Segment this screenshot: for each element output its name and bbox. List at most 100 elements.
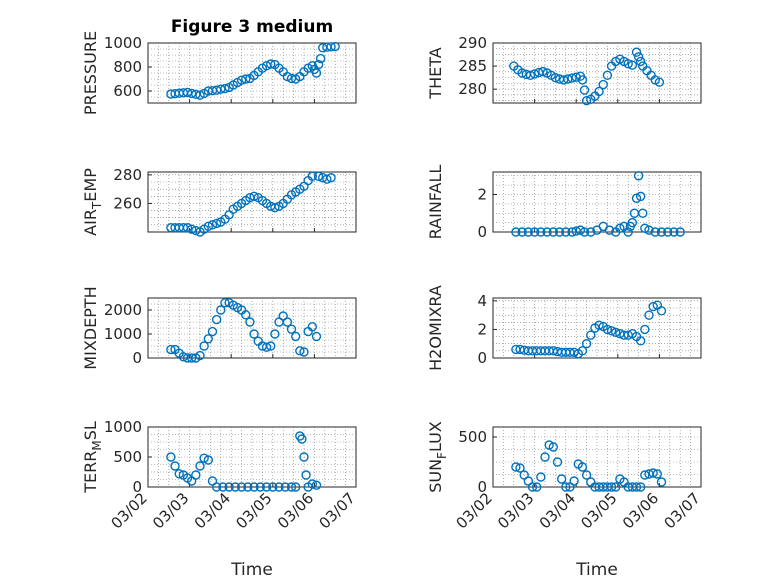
y-tick-label: 2000 bbox=[104, 301, 142, 319]
data-point bbox=[186, 353, 197, 363]
series-points bbox=[166, 171, 336, 237]
data-point bbox=[517, 227, 527, 237]
y-axis-label: PRESSURE bbox=[81, 31, 100, 115]
data-point bbox=[266, 59, 276, 69]
data-point bbox=[581, 339, 592, 349]
data-point bbox=[511, 462, 521, 472]
data-point bbox=[523, 227, 534, 237]
data-point bbox=[236, 482, 247, 492]
grid bbox=[493, 43, 701, 103]
data-point bbox=[266, 341, 276, 351]
data-point bbox=[611, 327, 621, 337]
data-point bbox=[635, 56, 646, 67]
data-point bbox=[282, 71, 293, 82]
data-point bbox=[166, 452, 176, 462]
data-point bbox=[525, 70, 536, 81]
data-point bbox=[627, 217, 638, 228]
data-point bbox=[313, 171, 324, 181]
x-tick-label: 03/03 bbox=[149, 489, 192, 532]
data-point bbox=[644, 225, 654, 235]
grid bbox=[148, 43, 356, 103]
x-tick-label: 03/06 bbox=[619, 489, 662, 532]
figure-title: Figure 3 medium bbox=[171, 17, 333, 37]
data-point bbox=[623, 227, 633, 237]
data-point bbox=[230, 482, 241, 492]
data-point bbox=[581, 470, 592, 480]
data-point bbox=[581, 95, 592, 106]
subplot-4: 0 2 RAINFALL bbox=[426, 165, 702, 241]
data-point bbox=[656, 477, 667, 487]
data-point bbox=[635, 336, 646, 346]
x-tick-label: 03/07 bbox=[661, 489, 704, 532]
y-axis-label: SUNFLUX bbox=[426, 421, 449, 493]
data-point bbox=[556, 474, 567, 484]
data-point bbox=[307, 171, 318, 181]
data-point bbox=[638, 208, 648, 218]
y-axis-label: H2OMIXRA bbox=[426, 285, 445, 371]
data-point bbox=[586, 227, 596, 237]
grid bbox=[148, 427, 356, 487]
data-point bbox=[669, 227, 679, 237]
data-point bbox=[326, 42, 336, 52]
series-points bbox=[511, 440, 667, 492]
data-point bbox=[241, 310, 251, 320]
data-point bbox=[299, 347, 309, 357]
data-point bbox=[529, 69, 540, 79]
data-point bbox=[644, 310, 654, 320]
x-tick-label: 03/04 bbox=[191, 489, 234, 532]
data-point bbox=[594, 86, 604, 97]
data-point bbox=[536, 472, 546, 482]
data-point bbox=[211, 218, 222, 229]
data-point bbox=[199, 453, 209, 463]
data-point bbox=[274, 482, 284, 492]
data-point bbox=[195, 90, 205, 100]
data-point bbox=[255, 482, 266, 492]
data-point bbox=[166, 344, 176, 355]
data-point bbox=[243, 482, 253, 492]
y-tick-label: 0 bbox=[477, 223, 487, 241]
data-point bbox=[195, 461, 205, 471]
data-point bbox=[299, 452, 309, 462]
data-point bbox=[648, 301, 658, 312]
data-point bbox=[280, 482, 290, 492]
y-tick-label: 500 bbox=[113, 448, 142, 466]
data-point bbox=[270, 329, 280, 339]
data-point bbox=[245, 317, 255, 327]
data-point bbox=[648, 468, 658, 478]
data-point bbox=[211, 482, 222, 492]
data-point bbox=[640, 470, 650, 480]
data-point bbox=[650, 227, 660, 237]
y-tick-label: 500 bbox=[458, 428, 487, 446]
series-points bbox=[509, 47, 665, 106]
y-axis-label: RAINFALL bbox=[426, 165, 445, 240]
data-point bbox=[211, 314, 222, 325]
subplot-6: 0 2 4 H2OMIXRA bbox=[426, 285, 702, 371]
x-tick-label: 03/02 bbox=[453, 489, 496, 532]
data-point bbox=[220, 298, 230, 308]
data-point bbox=[606, 482, 617, 492]
y-tick-label: 280 bbox=[458, 80, 487, 98]
data-point bbox=[579, 85, 590, 95]
y-axis-label: MIXDEPTH bbox=[81, 286, 100, 369]
grid bbox=[493, 427, 701, 487]
data-point bbox=[218, 482, 228, 492]
data-point bbox=[297, 434, 307, 444]
data-point bbox=[224, 482, 234, 492]
data-point bbox=[598, 79, 608, 90]
data-point bbox=[203, 334, 214, 344]
data-point bbox=[527, 482, 538, 492]
data-point bbox=[249, 482, 259, 492]
grid bbox=[148, 298, 356, 358]
data-point bbox=[220, 83, 230, 94]
x-tick-label: 03/04 bbox=[536, 489, 579, 532]
series-points bbox=[166, 431, 322, 492]
subplot-7: 0 500 1000TERRMSL03/0203/0303/0403/0503/06… bbox=[81, 418, 359, 580]
data-point bbox=[307, 479, 318, 489]
data-point bbox=[577, 462, 588, 472]
x-axis-label: Time bbox=[230, 560, 273, 580]
y-tick-label: 600 bbox=[113, 82, 142, 100]
y-tick-label: 1000 bbox=[104, 418, 142, 436]
data-point bbox=[307, 322, 318, 332]
data-point bbox=[567, 227, 577, 237]
grid bbox=[493, 172, 701, 232]
